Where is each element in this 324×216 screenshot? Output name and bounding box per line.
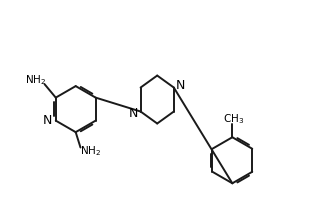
Text: N: N <box>176 79 186 92</box>
Text: NH$_2$: NH$_2$ <box>80 144 101 158</box>
Text: NH$_2$: NH$_2$ <box>25 73 46 87</box>
Text: N: N <box>129 107 138 120</box>
Text: N: N <box>43 114 52 127</box>
Text: CH$_3$: CH$_3$ <box>223 112 245 126</box>
